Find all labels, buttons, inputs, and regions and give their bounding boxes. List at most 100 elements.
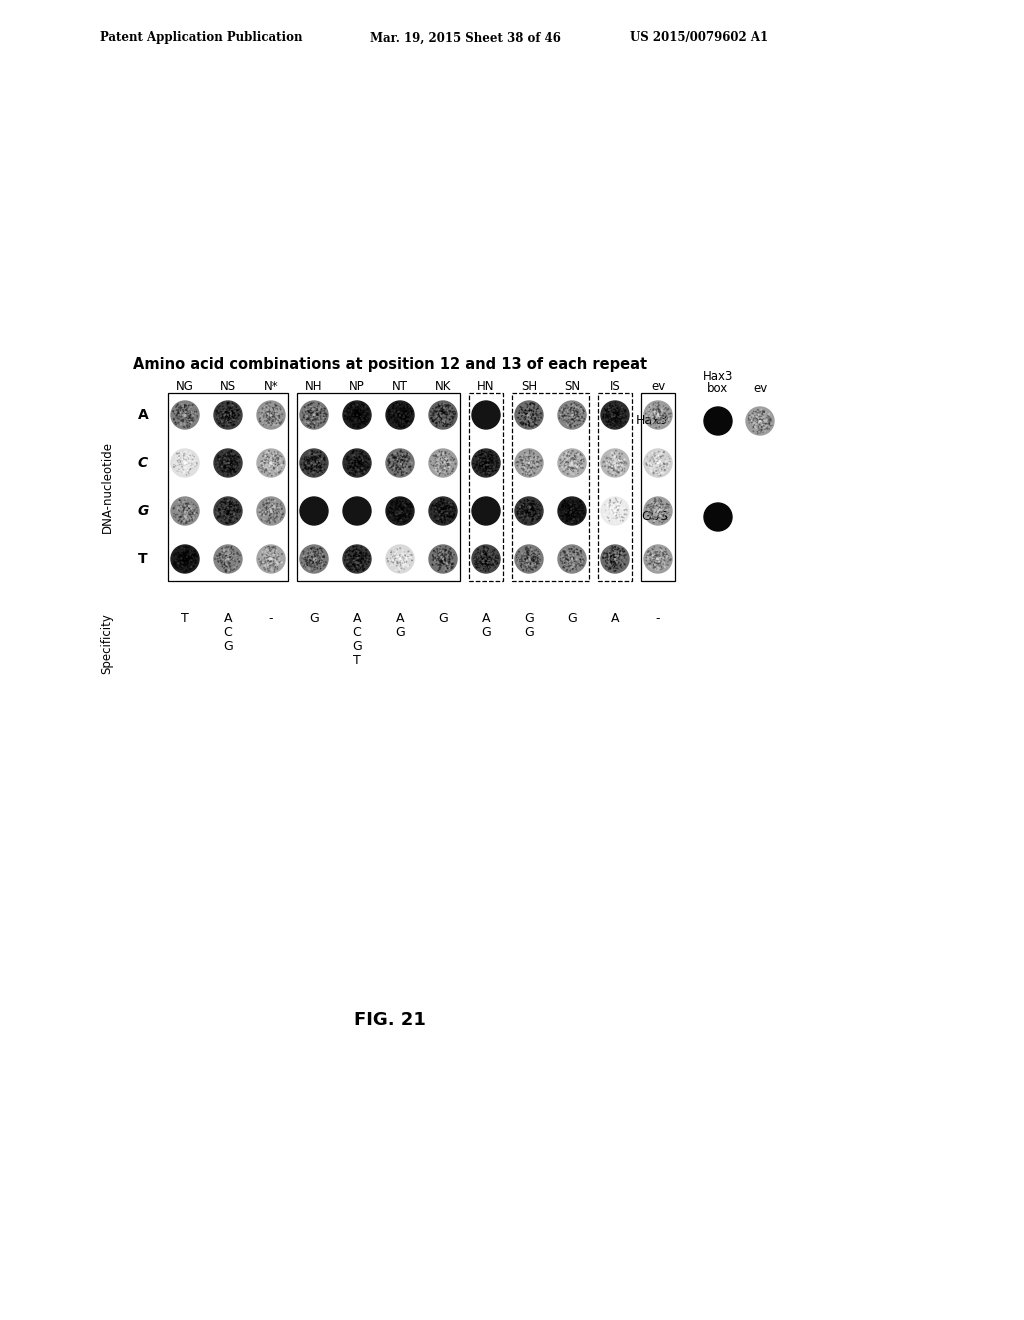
Point — [477, 462, 494, 483]
Point — [645, 548, 662, 569]
Point — [572, 495, 589, 516]
Point — [524, 508, 541, 529]
Point — [181, 552, 198, 573]
Point — [303, 450, 319, 471]
Point — [393, 459, 410, 480]
Point — [752, 413, 768, 434]
Point — [514, 454, 530, 475]
Point — [388, 397, 404, 418]
Point — [354, 545, 371, 566]
Point — [350, 405, 367, 426]
Point — [521, 506, 538, 527]
Point — [662, 447, 678, 469]
Point — [614, 444, 631, 465]
Point — [444, 498, 461, 519]
Point — [563, 502, 580, 523]
Point — [253, 554, 269, 576]
Point — [513, 492, 529, 513]
Point — [221, 503, 238, 524]
Point — [571, 506, 588, 527]
Point — [426, 400, 442, 421]
Point — [215, 556, 231, 577]
Point — [440, 408, 457, 429]
Point — [259, 450, 275, 471]
Point — [390, 405, 407, 426]
Point — [564, 458, 581, 479]
Point — [315, 556, 332, 577]
Point — [389, 409, 406, 430]
Point — [264, 499, 281, 520]
Point — [750, 408, 766, 429]
Point — [389, 403, 406, 424]
Point — [434, 502, 451, 523]
Point — [342, 457, 358, 478]
Point — [353, 392, 370, 413]
Point — [388, 544, 404, 565]
Point — [182, 548, 199, 569]
Point — [271, 400, 288, 421]
Point — [354, 455, 371, 477]
Point — [263, 500, 280, 521]
Point — [426, 405, 442, 426]
Point — [265, 498, 282, 519]
Point — [266, 510, 283, 531]
Point — [440, 558, 457, 579]
Point — [348, 404, 365, 425]
Point — [354, 404, 371, 425]
Point — [316, 554, 333, 576]
Point — [308, 544, 325, 565]
Point — [434, 453, 451, 474]
Point — [351, 413, 368, 434]
Point — [607, 442, 624, 463]
Point — [524, 545, 541, 566]
Point — [565, 449, 582, 470]
Point — [482, 447, 499, 469]
Point — [434, 546, 451, 568]
Point — [617, 407, 634, 428]
Point — [219, 404, 236, 425]
Point — [607, 548, 624, 569]
Point — [575, 401, 592, 422]
Point — [518, 461, 535, 482]
Point — [221, 549, 238, 570]
Point — [178, 503, 195, 524]
Point — [564, 500, 581, 521]
Point — [172, 495, 188, 516]
Circle shape — [386, 449, 414, 477]
Point — [760, 411, 776, 432]
Point — [263, 503, 280, 524]
Point — [356, 413, 373, 434]
Point — [571, 449, 588, 470]
Point — [222, 412, 239, 433]
Point — [527, 405, 544, 426]
Point — [354, 454, 371, 475]
Point — [174, 496, 190, 517]
Point — [514, 495, 530, 516]
Point — [607, 451, 624, 473]
Point — [352, 557, 369, 578]
Point — [181, 454, 198, 475]
Point — [435, 549, 452, 570]
Point — [659, 554, 676, 576]
Point — [172, 405, 188, 426]
Point — [598, 556, 614, 577]
Point — [261, 539, 278, 560]
Point — [256, 504, 272, 525]
Point — [570, 453, 587, 474]
Point — [170, 499, 186, 520]
Point — [262, 506, 279, 527]
Point — [614, 409, 631, 430]
Point — [605, 508, 622, 529]
Point — [570, 409, 587, 430]
Point — [567, 461, 584, 482]
Point — [349, 453, 366, 474]
Point — [608, 508, 625, 529]
Point — [474, 554, 490, 576]
Point — [390, 453, 407, 474]
Point — [180, 548, 197, 569]
Point — [394, 498, 411, 519]
Point — [442, 494, 459, 515]
Point — [213, 491, 229, 512]
Point — [564, 411, 581, 432]
Point — [512, 507, 528, 528]
